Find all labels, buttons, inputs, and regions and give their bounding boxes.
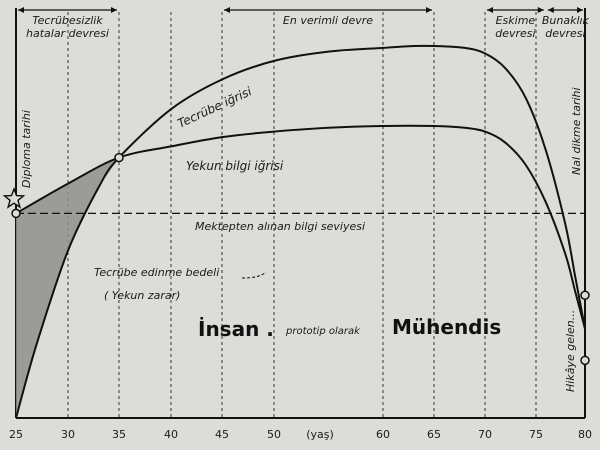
era-arrowhead-left-2 — [487, 7, 493, 13]
era-label-3-1: devresi — [545, 27, 585, 40]
era-arrowhead-left-1 — [224, 7, 230, 13]
series-line-yekun — [15, 124, 586, 329]
era-arrowhead-left-0 — [18, 7, 24, 13]
tick-label-60: 60 — [376, 428, 390, 441]
diploma-label: Diploma tarihi — [20, 110, 33, 188]
x-axis-label: (yaş) — [306, 428, 334, 441]
bedel-label: Tecrübe edinme bedeli — [94, 266, 219, 279]
era-arrowhead-right-1 — [426, 7, 432, 13]
tick-label-45: 45 — [215, 428, 229, 441]
marker-end-lower — [580, 355, 590, 366]
zarar-label: ( Yekun zarar) — [104, 289, 180, 302]
tick-label-80: 80 — [578, 428, 592, 441]
tick-label-35: 35 — [112, 428, 126, 441]
nal-label: Nal dikme tarihi — [570, 87, 583, 175]
bedel-leader — [241, 271, 267, 279]
tick-label-30: 30 — [61, 428, 75, 441]
era-label-1-0: En verimli devre — [283, 14, 373, 27]
era-arrowhead-right-2 — [537, 7, 544, 13]
tick-label-50: 50 — [267, 428, 281, 441]
era-label-0-1: hatalar devresi — [26, 27, 109, 40]
yekun-curve-label: Yekun bilgi iğrisi — [186, 159, 284, 173]
tick-label-25: 25 — [9, 428, 23, 441]
tick-label-70: 70 — [478, 428, 492, 441]
era-arrowhead-left-3 — [547, 7, 554, 13]
marker-intersection — [114, 152, 124, 163]
era-label-2-1: devresi — [495, 27, 535, 40]
era-arrowhead-right-3 — [577, 7, 583, 13]
caption-insan: İnsan . — [198, 317, 274, 341]
era-label-0-0: Tecrübesizlik — [32, 14, 103, 27]
marker-end-upper — [580, 290, 590, 300]
tick-label-65: 65 — [427, 428, 441, 441]
marker-diploma — [11, 208, 21, 219]
hikaye-label: Hikâye gelen... — [564, 310, 577, 392]
tick-label-40: 40 — [164, 428, 178, 441]
tecrube-curve-label: Tecrübe iğrisi — [175, 84, 254, 131]
caption-prototip: prototip olarak — [285, 326, 361, 337]
era-arrowhead-right-0 — [111, 7, 117, 13]
caption-muhendis: Mühendis — [392, 315, 501, 339]
era-label-3-0: Bunaklık — [542, 14, 590, 27]
loss-area — [16, 157, 119, 418]
star-icon — [2, 187, 26, 209]
series-line-tecrube — [15, 44, 586, 419]
tick-label-75: 75 — [529, 428, 543, 441]
era-label-2-0: Eskime — [496, 14, 536, 27]
mektep-line-label: Mektepten alınan bilgi seviyesi — [195, 220, 365, 233]
